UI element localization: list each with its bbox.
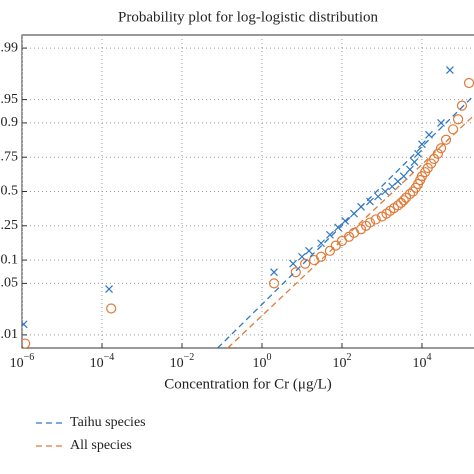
point (105, 285, 113, 294)
point (366, 197, 374, 206)
point (334, 223, 343, 232)
point (418, 140, 426, 149)
point (106, 303, 117, 314)
point (447, 124, 459, 135)
legend-label: Taihu species (70, 415, 146, 430)
point (305, 246, 313, 255)
point (414, 149, 423, 158)
plot-area (22, 35, 474, 348)
point (463, 77, 474, 89)
x-axis-label: Concentration for Cr (μg/L) (164, 376, 332, 392)
point (445, 66, 454, 74)
y-tick-label: 0.95 (0, 92, 18, 107)
chart-title: Probability plot for log-logistic distri… (118, 9, 378, 25)
y-tick-label: 0.75 (0, 149, 18, 164)
point (326, 230, 334, 239)
point (22, 320, 28, 329)
y-tick-label: 0.01 (0, 327, 18, 342)
y-tick-label: 0.5 (1, 184, 19, 199)
point (428, 153, 440, 164)
point (355, 224, 367, 235)
y-tick-label: 0.05 (0, 276, 18, 291)
point (437, 118, 445, 127)
y-tick-label: 0.1 (1, 252, 19, 267)
point (289, 259, 298, 268)
point (315, 251, 327, 262)
x-tick-label: 104 (412, 352, 431, 371)
point (370, 214, 381, 225)
y-tick-label: 0.99 (0, 40, 18, 55)
point (392, 200, 403, 211)
point (435, 143, 447, 154)
point (317, 239, 325, 248)
point (381, 187, 390, 196)
x-tick-label: 100 (252, 352, 271, 371)
y-tick-label: 0.9 (1, 115, 19, 130)
x-tick-label: 10−4 (90, 352, 115, 371)
point (270, 268, 278, 277)
fit-line (227, 114, 474, 348)
point (405, 165, 414, 174)
point (440, 134, 452, 145)
point (452, 114, 464, 125)
point (300, 258, 311, 269)
point (22, 338, 31, 348)
point (364, 217, 376, 228)
point (399, 172, 408, 181)
point (268, 278, 280, 289)
y-tick-label: 0.25 (0, 218, 18, 233)
x-tick-label: 10−6 (10, 352, 35, 371)
x-tick-label: 102 (332, 352, 351, 371)
point (404, 188, 416, 200)
point (341, 217, 350, 225)
point (324, 245, 336, 256)
point (381, 208, 392, 219)
legend-label: All species (70, 438, 132, 453)
point (398, 195, 409, 206)
x-tick-label: 10−2 (170, 352, 195, 371)
point (374, 192, 383, 201)
point (456, 100, 468, 111)
point (290, 267, 301, 278)
point (410, 158, 419, 166)
